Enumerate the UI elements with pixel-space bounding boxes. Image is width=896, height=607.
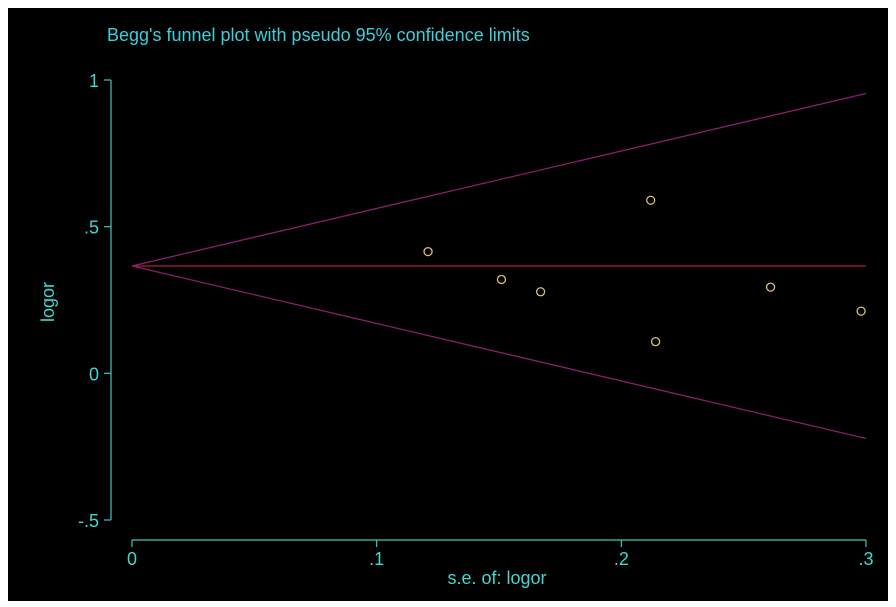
axes: -.5 0 .5 1 0 .1 .2 .3 bbox=[78, 71, 874, 569]
data-point bbox=[423, 246, 433, 257]
data-point bbox=[535, 287, 546, 297]
x-axis-label: s.e. of: logor bbox=[447, 568, 546, 588]
y-tick-label: 1 bbox=[89, 71, 99, 91]
data-point bbox=[765, 282, 776, 292]
y-tick-label: -.5 bbox=[78, 511, 99, 531]
chart-title: Begg's funnel plot with pseudo 95% confi… bbox=[107, 25, 530, 45]
x-tick-label: .1 bbox=[369, 549, 384, 569]
x-tick-label: 0 bbox=[127, 549, 137, 569]
funnel-lines bbox=[131, 92, 867, 440]
x-tick-label: .2 bbox=[614, 549, 629, 569]
data-point bbox=[650, 337, 661, 347]
upper-confidence-limit bbox=[131, 92, 867, 267]
data-point bbox=[856, 306, 866, 316]
y-axis-label: logor bbox=[38, 282, 58, 322]
data-points bbox=[423, 195, 866, 347]
plot-background bbox=[8, 8, 888, 601]
y-tick-label: 0 bbox=[89, 364, 99, 384]
data-point bbox=[646, 195, 656, 205]
lower-confidence-limit bbox=[131, 265, 867, 440]
y-tick-label: .5 bbox=[84, 218, 99, 238]
x-tick-label: .3 bbox=[858, 549, 873, 569]
data-point bbox=[496, 274, 507, 285]
